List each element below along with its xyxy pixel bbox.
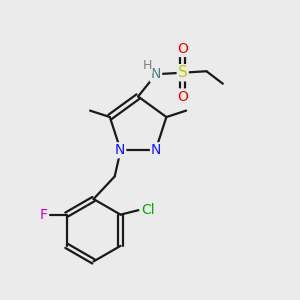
- Text: O: O: [177, 89, 188, 103]
- Text: O: O: [177, 42, 188, 56]
- Text: F: F: [40, 208, 48, 222]
- Text: N: N: [151, 143, 161, 157]
- Text: S: S: [178, 65, 188, 80]
- Text: Cl: Cl: [141, 203, 155, 217]
- Text: N: N: [115, 143, 125, 157]
- Text: N: N: [151, 67, 161, 81]
- Text: H: H: [142, 59, 152, 72]
